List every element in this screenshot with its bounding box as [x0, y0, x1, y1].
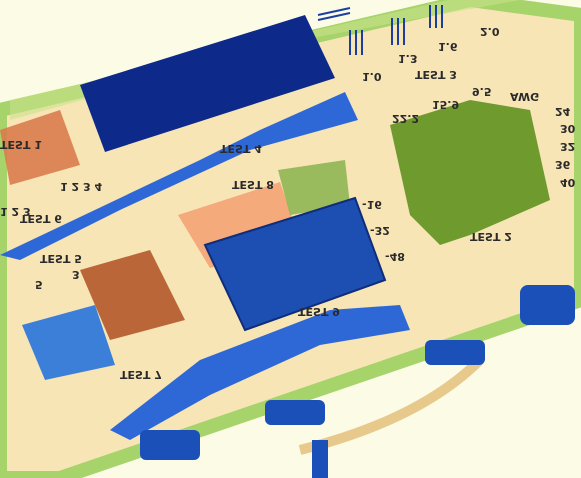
- label-3: 3: [72, 268, 80, 281]
- label-test5: TEST 5: [40, 252, 82, 265]
- label-30: 30: [560, 122, 576, 135]
- label-test7: TEST 7: [120, 368, 162, 381]
- label-seq: 1 2 3 4: [60, 180, 103, 193]
- label-15-9: 15.9: [432, 98, 460, 111]
- label-minus-48: -48: [385, 250, 405, 263]
- label-2-0: 2.0: [480, 25, 500, 38]
- label-36: 36: [555, 158, 571, 171]
- dark-block: [80, 15, 335, 152]
- label-40: 40: [560, 176, 576, 189]
- knife-2: [110, 305, 410, 440]
- green-block: [390, 100, 550, 245]
- knife-1: [0, 92, 358, 260]
- label-minus-32: -32: [370, 224, 390, 237]
- label-test2: TEST 2: [470, 230, 512, 243]
- label-seq2: 1 2 3: [0, 205, 31, 218]
- label-1-0: 1.0: [362, 70, 382, 83]
- label-minus-16: -16: [362, 198, 382, 211]
- label-test3: TEST 3: [415, 68, 457, 81]
- metal-box: [203, 196, 387, 332]
- label-test4: TEST 4: [220, 142, 262, 155]
- label-awg: AWG: [510, 90, 540, 103]
- label-1-3: 1.3: [398, 52, 418, 65]
- label-test9: TEST 9: [298, 305, 340, 318]
- label-test1: TEST 1: [0, 138, 42, 151]
- label-5: 5: [35, 278, 43, 291]
- label-22-2: 22.2: [392, 112, 420, 125]
- hinge-right: [425, 340, 485, 365]
- hinge-left: [265, 400, 325, 425]
- label-9-5: 9.5: [472, 85, 492, 98]
- label-24: 24: [555, 105, 571, 118]
- label-test8: TEST 8: [232, 178, 274, 191]
- label-1-6: 1.6: [438, 40, 458, 53]
- label-32: 32: [560, 140, 576, 153]
- latch-right: [520, 285, 575, 325]
- latch-left: [140, 430, 200, 460]
- blue-rect: [22, 305, 115, 380]
